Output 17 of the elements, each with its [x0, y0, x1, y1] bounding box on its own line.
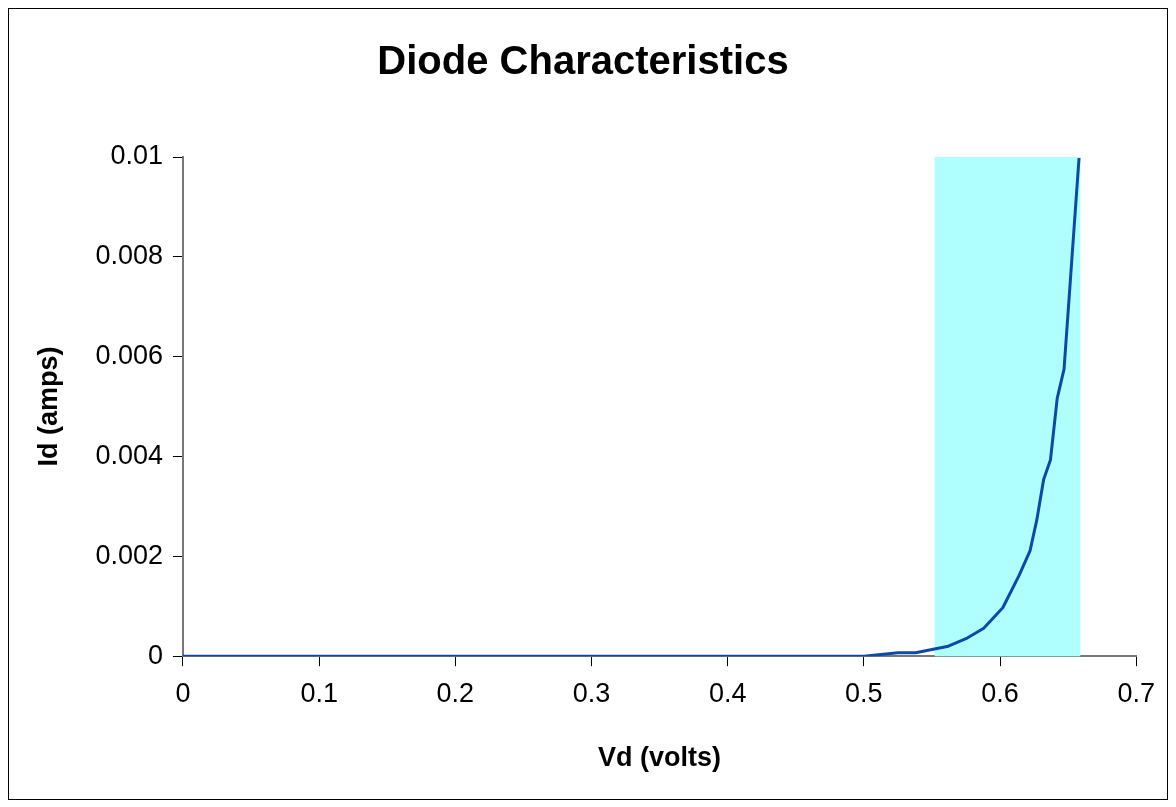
x-tick-label: 0.6 — [981, 677, 1019, 708]
x-tick-label: 0.2 — [436, 677, 475, 708]
y-tick-label: 0 — [147, 639, 163, 670]
y-tick-label: 0.006 — [95, 340, 163, 371]
x-tick-label: 0.3 — [572, 677, 611, 708]
x-tick-label: 0.5 — [845, 677, 883, 708]
y-tick-label: 0.008 — [95, 240, 163, 271]
y-tick-label: 0.002 — [95, 539, 163, 570]
y-tick-label: 0.01 — [110, 140, 163, 171]
x-tick-label: 0.1 — [300, 677, 338, 708]
x-axis-title: Vd (volts) — [598, 742, 722, 773]
y-tick-label: 0.004 — [95, 439, 163, 470]
chart-title: Diode Characteristics — [377, 38, 789, 83]
x-tick-label: 0.4 — [708, 677, 747, 708]
x-tick-label: 0.7 — [1117, 677, 1156, 708]
y-axis-title: Id (amps) — [32, 346, 63, 467]
x-tick-label: 0 — [175, 677, 191, 708]
